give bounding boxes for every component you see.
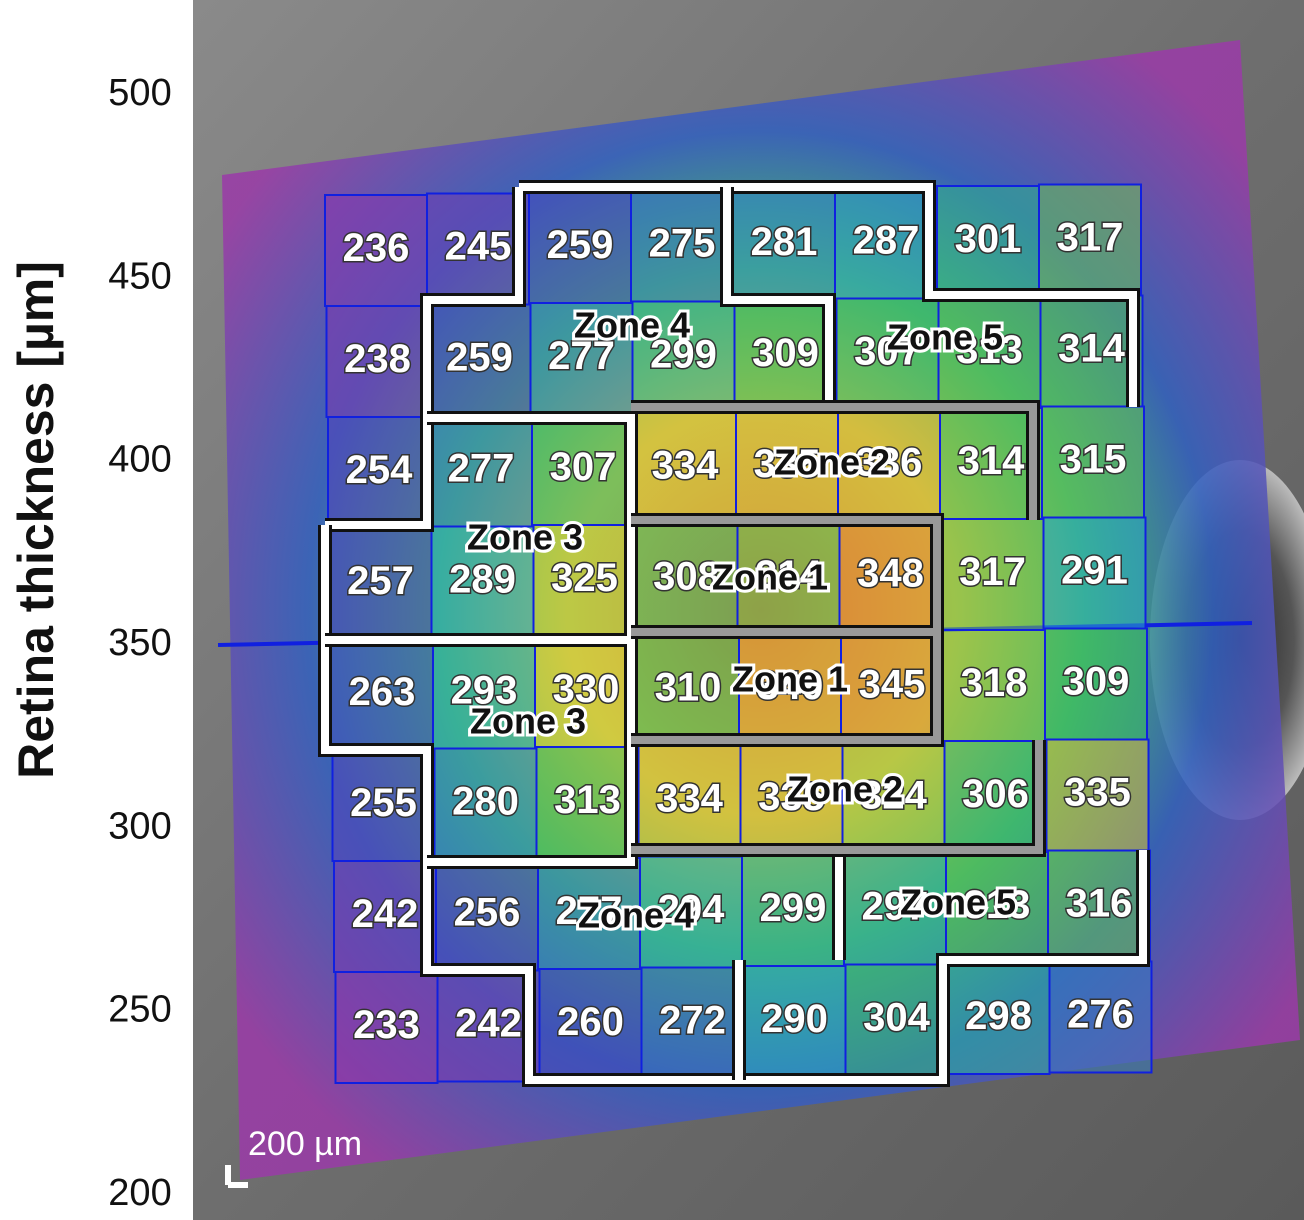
cell-value: 306 [962, 772, 1029, 816]
cell-value: 309 [1063, 660, 1130, 704]
cell-value: 238 [344, 337, 411, 381]
zone-label: Zone 1 [712, 557, 828, 598]
axis-label: Retina thickness [µm] [8, 261, 64, 779]
cell-value: 334 [652, 444, 719, 488]
tick-label: 450 [108, 255, 171, 297]
cell-value: 315 [1060, 438, 1127, 482]
tick-label: 300 [108, 805, 171, 847]
cell-value: 289 [449, 558, 516, 602]
zone-label: Zone 5 [887, 317, 1003, 358]
cell-value: 290 [761, 997, 828, 1041]
tick-label: 350 [108, 622, 171, 664]
cell-value: 298 [965, 994, 1032, 1038]
tick-label: 400 [108, 439, 171, 481]
cell-value: 259 [446, 336, 513, 380]
cell-value: 256 [454, 891, 521, 935]
cell-value: 304 [863, 996, 930, 1040]
zone-label: Zone 3 [467, 517, 583, 558]
cell-value: 325 [551, 556, 618, 600]
cell-value: 317 [1057, 216, 1124, 260]
cell-value: 314 [958, 439, 1025, 483]
cell-value: 242 [455, 1002, 522, 1046]
zone-label: Zone 3 [470, 701, 586, 742]
cell-value: 276 [1067, 993, 1134, 1037]
zone-label: Zone 4 [578, 895, 694, 936]
cell-value: 316 [1066, 882, 1133, 926]
cell-value: 348 [857, 552, 924, 596]
zone-label: Zone 2 [787, 769, 903, 810]
cell-value: 301 [955, 217, 1022, 261]
tick-label: 200 [108, 1172, 171, 1214]
cell-value: 335 [1064, 771, 1131, 815]
cell-value: 254 [346, 448, 413, 492]
tick-label: 500 [108, 72, 171, 114]
cell-value: 313 [554, 778, 621, 822]
cell-value: 255 [350, 781, 417, 825]
cell-value: 317 [959, 550, 1026, 594]
scale-bar-label: 200 µm [248, 1125, 362, 1163]
cell-value: 275 [649, 222, 716, 266]
cell-value: 280 [452, 780, 519, 824]
cell-value: 307 [550, 445, 617, 489]
cell-value: 345 [859, 663, 926, 707]
figure: Retina thickness [µm] 236 245 259 275 281 287… [0, 0, 1304, 1220]
cell-value: 308 [653, 555, 720, 599]
cell-value: 281 [751, 220, 818, 264]
cell-value: 236 [343, 226, 410, 270]
cell-value: 263 [349, 670, 416, 714]
zone-label: Zone 4 [574, 305, 690, 346]
cell-value: 310 [655, 666, 722, 710]
zone-label: Zone 5 [900, 882, 1016, 923]
cell-value: 242 [352, 892, 419, 936]
cell-value: 277 [448, 447, 515, 491]
zone-label: Zone 1 [732, 659, 848, 700]
cell-value: 318 [961, 661, 1028, 705]
cell-value: 299 [760, 886, 827, 930]
cell-value: 260 [557, 1000, 624, 1044]
cell-value: 259 [547, 223, 614, 267]
cell-value: 314 [1058, 327, 1125, 371]
cell-value: 291 [1061, 549, 1128, 593]
tick-label: 250 [108, 989, 171, 1031]
cell-value: 287 [853, 219, 920, 263]
zone-label: Zone 2 [774, 442, 890, 483]
cell-value: 309 [752, 331, 819, 375]
cell-value: 233 [353, 1003, 420, 1047]
cell-value: 257 [347, 559, 414, 603]
cell-value: 334 [656, 777, 723, 821]
cell-value: 245 [445, 225, 512, 269]
cell-value: 272 [659, 999, 726, 1043]
